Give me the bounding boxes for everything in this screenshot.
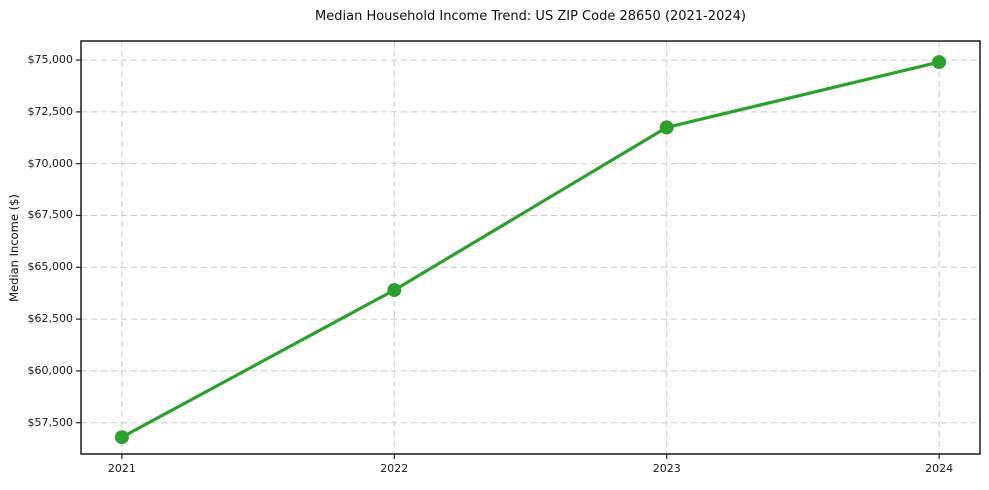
- data-point-2021: [114, 430, 129, 445]
- data-point-2023: [659, 120, 674, 135]
- chart-title: Median Household Income Trend: US ZIP Co…: [315, 9, 746, 24]
- data-point-2022: [387, 283, 402, 298]
- income-trend-line: [120, 60, 941, 439]
- plot-border: [80, 40, 981, 455]
- data-point-2024: [932, 55, 947, 70]
